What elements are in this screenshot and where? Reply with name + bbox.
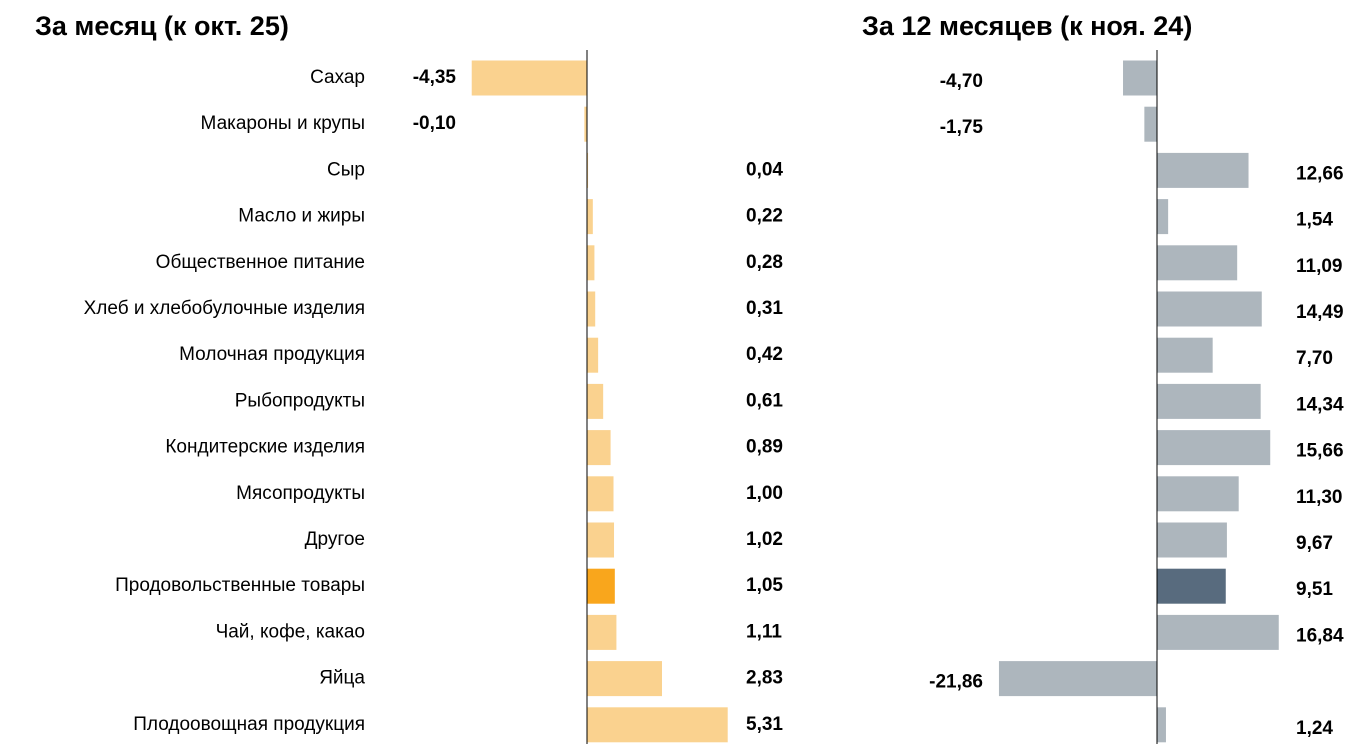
category-label: Другое [305,529,365,550]
bar [1157,383,1261,419]
bar [587,245,595,281]
bar [1157,614,1279,650]
bar [471,60,587,96]
value-label: 9,67 [1296,533,1333,554]
category-label: Мясопродукты [236,483,365,504]
bar [587,291,596,327]
bar [1157,476,1239,512]
category-label: Плодоовощная продукция [133,714,365,735]
bar [587,337,599,373]
value-label: 0,61 [746,390,783,411]
value-label: -4,35 [413,67,457,88]
bar [1157,522,1227,558]
bar [587,152,589,188]
bar [1157,707,1166,743]
value-label: 1,24 [1296,718,1333,739]
value-label: 1,54 [1296,210,1333,231]
bar [1123,60,1157,96]
bar [587,661,662,697]
value-label: 11,30 [1296,487,1343,508]
value-label: 0,42 [746,344,783,365]
value-label: 0,04 [746,159,783,180]
bar [587,614,617,650]
chart-title: За месяц (к окт. 25) [35,11,289,41]
category-label: Макароны и крупы [201,113,365,134]
category-label: Рыбопродукты [235,390,365,411]
category-label: Продовольственные товары [115,575,365,596]
chart-title: За 12 месяцев (к ноя. 24) [862,11,1192,41]
category-label: Хлеб и хлебобулочные изделия [84,298,365,319]
value-label: 1,00 [746,483,783,504]
value-label: 2,83 [746,668,783,689]
value-label: 9,51 [1296,579,1333,600]
value-label: 1,02 [746,529,783,550]
value-label: 1,11 [746,621,782,642]
bar [587,476,614,512]
value-label: 5,31 [746,714,783,735]
bar [1157,430,1271,466]
value-label: 14,49 [1296,302,1344,323]
value-label: -4,70 [940,71,983,92]
value-label: 14,34 [1296,394,1344,415]
bar [1157,199,1169,235]
value-label: 7,70 [1296,348,1333,369]
bar [1157,568,1226,604]
category-label: Общественное питание [156,252,365,273]
bar [587,199,593,235]
value-label: 0,22 [746,206,783,227]
bar [587,383,604,419]
bar [1157,337,1213,373]
category-label: Молочная продукция [179,344,365,365]
value-label: 16,84 [1296,625,1344,646]
bar [587,707,728,743]
category-label: Сыр [327,159,365,180]
category-label: Кондитерские изделия [165,437,365,458]
value-label: 0,31 [746,298,783,319]
category-label: Сахар [310,67,365,88]
category-label: Масло и жиры [238,206,365,227]
bar [587,522,615,558]
bar [1157,152,1249,188]
bar [1157,291,1262,327]
value-label: 0,28 [746,252,783,273]
value-label: -21,86 [929,672,983,693]
value-label: 15,66 [1296,441,1344,462]
category-label: Чай, кофе, какао [216,621,365,642]
bar [587,430,611,466]
bar [1157,245,1238,281]
value-label: -0,10 [413,113,456,134]
bar [584,106,587,142]
value-label: 0,89 [746,437,783,458]
value-label: 1,05 [746,575,783,596]
bar [1144,106,1157,142]
bar [998,661,1157,697]
value-label: 12,66 [1296,163,1344,184]
category-label: Яйца [319,668,365,689]
bar [587,568,615,604]
value-label: -1,75 [940,117,984,138]
value-label: 11,09 [1296,256,1343,277]
